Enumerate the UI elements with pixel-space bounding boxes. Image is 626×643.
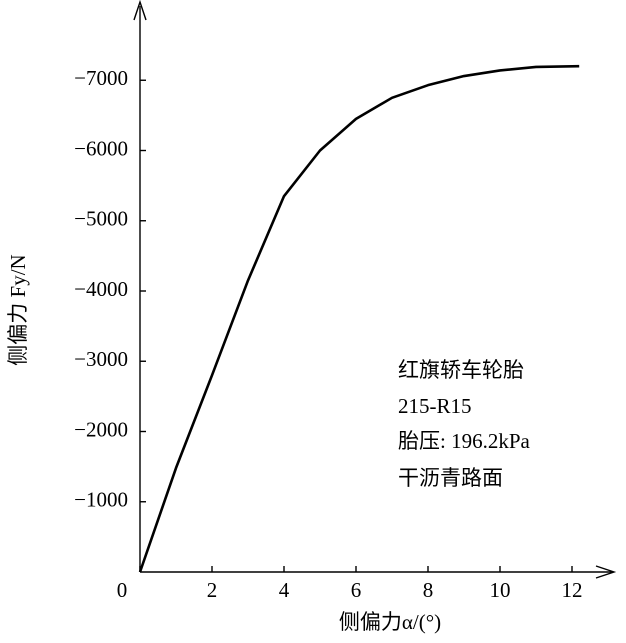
annotation: 红旗轿车轮胎 [398, 358, 524, 382]
y-tick-label: −4000 [74, 277, 128, 301]
y-tick-label: −2000 [74, 417, 128, 441]
x-tick-label: 10 [490, 578, 511, 602]
x-arrow [595, 565, 617, 579]
x-tick-label: 2 [207, 578, 218, 602]
y-tick-label: −6000 [74, 136, 128, 160]
y-tick-label: −5000 [74, 207, 128, 231]
data-line [138, 64, 580, 573]
x-tick-label: 0 [117, 578, 128, 602]
annotation: 胎压: 196.2kPa [398, 429, 531, 453]
x-tick-label: 12 [562, 578, 583, 602]
y-tick-label: −7000 [74, 66, 128, 90]
y-tick-label: −1000 [74, 488, 128, 512]
y-axis-label: 侧偏力 Fy/N [6, 254, 30, 365]
x-axis-label: 侧偏力α/(°) [339, 610, 441, 634]
y-arrow [133, 0, 147, 21]
x-tick-label: 8 [423, 578, 434, 602]
annotation: 215-R15 [398, 394, 472, 418]
x-tick-label: 6 [351, 578, 362, 602]
y-tick-label: −3000 [74, 347, 128, 371]
annotation: 干沥青路面 [398, 466, 503, 490]
x-tick-label: 4 [279, 578, 290, 602]
